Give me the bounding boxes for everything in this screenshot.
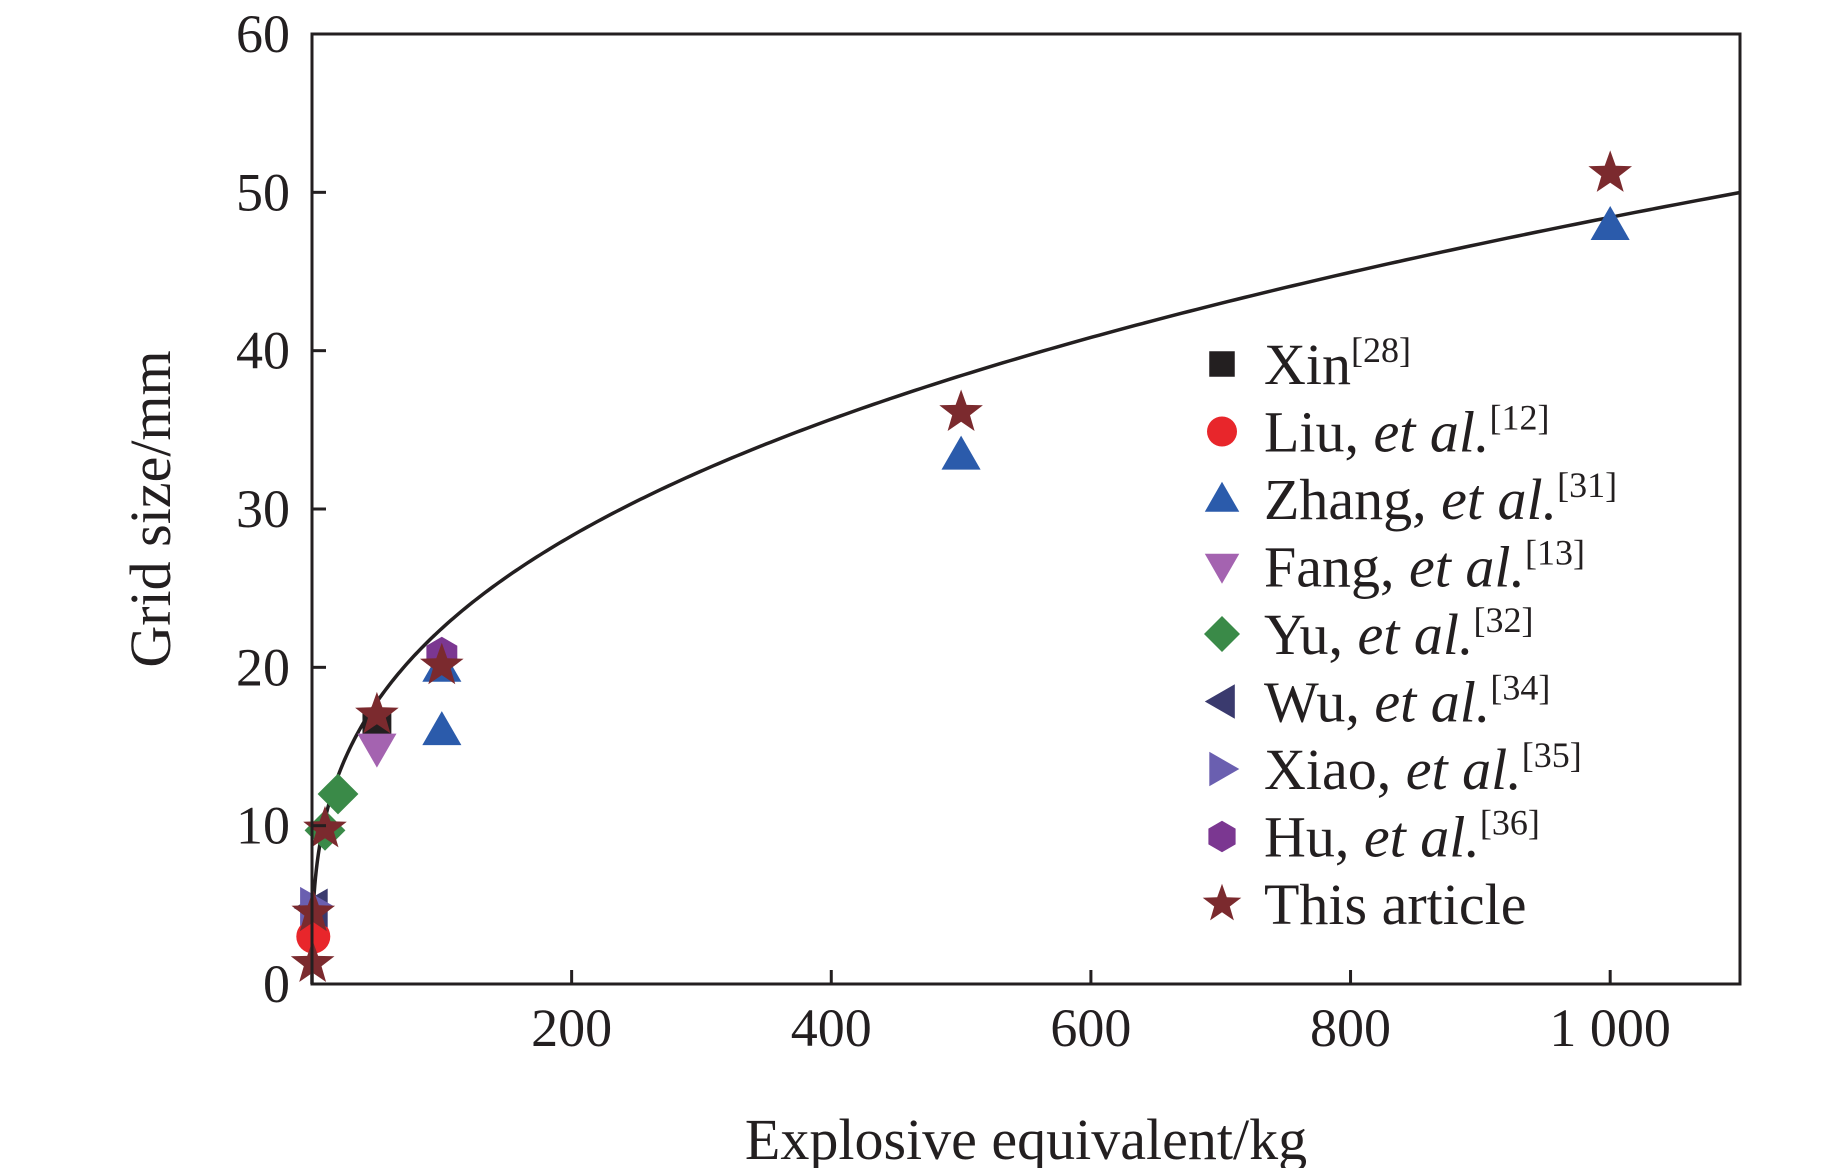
legend-label: Liu, et al.[12] [1264,398,1550,465]
legend-item-wu: Wu, et al.[34] [1204,668,1550,735]
legend-item-this-article: This article [1202,872,1527,937]
legend-label: Yu, et al.[32] [1264,600,1533,667]
y-tick-label: 20 [236,637,290,697]
legend-marker-diamond [1204,616,1240,652]
legend: Xin[28]Liu, et al.[12]Zhang, et al.[31]F… [1202,330,1617,937]
legend-marker-star [1202,883,1242,921]
fit-curve-layer [310,190,1741,984]
legend-label: Xiao, et al.[35] [1264,735,1582,802]
x-axis-title: Explosive equivalent/kg [745,1107,1307,1168]
fit-curve-line [310,190,1741,984]
legend-item-yu: Yu, et al.[32] [1204,600,1533,667]
legend-item-liu: Liu, et al.[12] [1207,398,1550,465]
y-tick-label: 30 [236,479,290,539]
legend-marker-circle [1207,416,1237,447]
y-tick-label: 60 [236,4,290,64]
legend-marker-triangle-left [1204,684,1235,719]
legend-item-fang: Fang, et al.[13] [1204,533,1585,600]
y-axis-title: Grid size/mm [118,350,183,667]
y-tick-label: 40 [236,321,290,381]
y-tick-label: 10 [236,796,290,856]
x-tick-label: 400 [791,998,872,1058]
ticks-layer: 200 400 600 800 1 000 0 10 20 30 40 50 60 [236,4,1671,1058]
x-tick-label: 1 000 [1549,998,1671,1058]
x-tick-label: 200 [531,998,612,1058]
legend-item-hu: Hu, et al.[36] [1208,803,1540,870]
data-point-triangle-up [941,435,981,470]
legend-item-zhang: Zhang, et al.[31] [1204,465,1617,532]
legend-label: Zhang, et al.[31] [1264,465,1617,532]
legend-item-xiao: Xiao, et al.[35] [1209,735,1582,802]
y-tick-label: 0 [263,954,290,1014]
legend-label: Xin[28] [1264,330,1411,397]
legend-marker-triangle-right [1209,751,1240,787]
data-point-diamond [317,773,359,815]
legend-marker-hexagon [1208,820,1236,853]
series-fang [357,733,397,768]
y-tick-label: 50 [236,162,290,222]
data-point-triangle-down [357,733,397,768]
legend-marker-triangle-up [1204,481,1240,512]
legend-item-xin: Xin[28] [1209,330,1411,397]
data-point-star [1588,150,1632,192]
data-point-triangle-up [422,711,462,746]
x-tick-label: 800 [1310,998,1391,1058]
legend-marker-square [1209,351,1235,377]
legend-label: Hu, et al.[36] [1264,803,1540,870]
legend-label: Wu, et al.[34] [1264,668,1550,735]
legend-label: This article [1264,872,1527,937]
legend-label: Fang, et al.[13] [1264,533,1585,600]
x-tick-label: 600 [1050,998,1131,1058]
data-point-triangle-up [1590,206,1630,240]
data-point-star [355,691,399,734]
data-point-star [939,389,983,431]
legend-marker-triangle-down [1204,553,1240,584]
data-point-star [420,642,464,685]
